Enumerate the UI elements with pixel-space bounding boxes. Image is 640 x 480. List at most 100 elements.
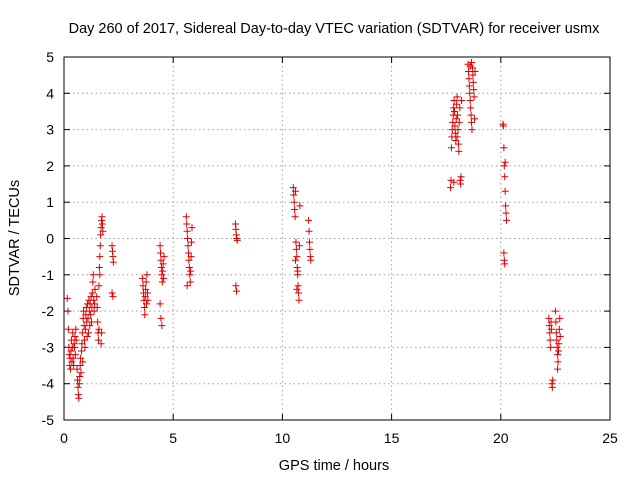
data-point-marker (88, 289, 96, 297)
data-point-marker (84, 314, 92, 322)
data-point-marker (158, 278, 166, 286)
data-point-marker (305, 216, 313, 224)
data-point-marker (187, 253, 195, 261)
y-tick-label: 3 (46, 122, 54, 138)
data-point-marker (81, 325, 89, 333)
data-point-marker (467, 104, 475, 112)
data-point-marker (290, 198, 298, 206)
data-point-marker (95, 325, 103, 333)
data-point-marker (67, 365, 75, 373)
data-point-marker (79, 358, 87, 366)
data-point-marker (97, 231, 105, 239)
data-point-marker (554, 358, 562, 366)
data-point-marker (90, 296, 98, 304)
data-point-marker (139, 274, 147, 282)
data-point-marker (70, 362, 78, 370)
y-tick-label: -5 (42, 412, 55, 428)
data-point-marker (305, 238, 313, 246)
data-point-marker (289, 184, 297, 192)
data-point-marker (184, 235, 192, 242)
data-point-marker (185, 264, 193, 272)
y-tick-label: -2 (42, 303, 55, 319)
data-point-marker (295, 289, 303, 297)
data-point-marker (77, 347, 85, 355)
data-point-marker (447, 184, 455, 192)
data-point-marker (109, 258, 117, 266)
data-point-marker (291, 213, 299, 221)
data-point-marker (501, 173, 509, 181)
y-tick-label: 4 (46, 85, 54, 101)
data-point-marker (157, 314, 165, 322)
data-point-marker (546, 336, 554, 344)
data-point-marker (468, 118, 476, 126)
data-point-marker (81, 336, 89, 344)
data-point-marker (188, 238, 196, 246)
data-point-marker (306, 245, 314, 253)
data-point-marker (91, 285, 99, 293)
data-point-marker (457, 173, 465, 181)
data-point-marker (502, 202, 510, 210)
data-point-marker (140, 303, 148, 311)
data-point-marker (183, 282, 191, 290)
data-point-marker (157, 256, 165, 264)
x-tick-label: 15 (384, 430, 400, 446)
data-point-marker (98, 329, 106, 337)
data-point-marker (186, 271, 194, 279)
x-tick-label: 0 (60, 430, 68, 446)
data-point-marker (545, 322, 553, 330)
data-point-marker (292, 187, 300, 195)
data-point-marker (76, 372, 84, 380)
data-point-marker (454, 140, 462, 148)
data-point-marker (500, 162, 508, 170)
data-point-marker (449, 118, 457, 126)
data-point-marker (157, 264, 165, 272)
data-point-marker (64, 307, 72, 315)
data-point-marker (64, 325, 72, 333)
data-point-marker (141, 311, 149, 319)
data-point-marker (99, 227, 107, 235)
data-point-marker (502, 209, 510, 217)
data-point-marker (552, 329, 560, 337)
data-point-marker (86, 322, 94, 330)
data-point-marker (546, 329, 554, 337)
data-point-marker (470, 86, 478, 94)
data-point-marker (291, 205, 299, 213)
data-point-marker (74, 376, 82, 384)
data-point-marker (188, 224, 196, 232)
data-point-marker (77, 369, 85, 377)
y-tick-label: -1 (42, 267, 55, 283)
data-point-marker (109, 293, 117, 301)
data-point-marker (93, 303, 101, 311)
data-point-marker (96, 271, 104, 279)
data-point-marker (450, 107, 458, 115)
data-point-marker (72, 325, 80, 333)
data-point-marker (293, 285, 301, 293)
data-point-marker (290, 191, 298, 199)
data-point-marker (98, 220, 106, 228)
data-point-marker (69, 354, 77, 362)
data-point-marker (186, 278, 194, 286)
data-point-marker (554, 347, 562, 355)
data-point-marker (453, 100, 461, 108)
y-tick-label: 1 (46, 194, 54, 210)
data-point-marker (295, 296, 303, 304)
chart-title: Day 260 of 2017, Sidereal Day-to-day VTE… (69, 21, 601, 37)
data-point-marker (183, 227, 191, 235)
data-point-marker (500, 249, 508, 257)
data-point-marker (233, 236, 241, 244)
data-point-marker (142, 278, 150, 286)
data-point-marker (158, 322, 166, 330)
data-point-marker (556, 314, 564, 322)
data-point-marker (465, 75, 473, 83)
data-point-marker (452, 136, 460, 144)
data-point-marker (77, 354, 85, 362)
data-point-marker (71, 351, 79, 359)
data-point-marker (447, 176, 455, 184)
data-point-marker (78, 340, 86, 348)
data-point-marker (547, 325, 555, 333)
data-point-marker (90, 307, 98, 315)
data-point-marker (157, 249, 165, 257)
plot-frame (63, 56, 611, 421)
data-point-marker (450, 104, 458, 112)
data-point-marker (142, 285, 150, 293)
